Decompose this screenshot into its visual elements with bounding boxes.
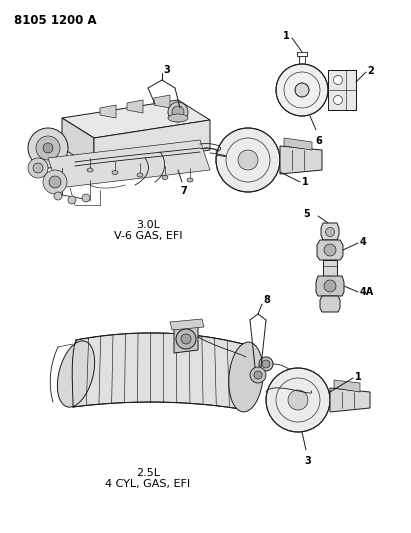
Circle shape [28,158,48,178]
Circle shape [262,360,270,368]
Polygon shape [321,223,339,240]
Text: 3: 3 [304,456,311,466]
Ellipse shape [168,114,188,122]
Ellipse shape [259,357,273,371]
Circle shape [295,83,309,97]
Text: 7: 7 [180,186,187,196]
Circle shape [68,196,76,204]
Ellipse shape [187,178,193,182]
Circle shape [43,170,67,194]
Bar [328,70,356,110]
Circle shape [33,163,43,173]
Ellipse shape [137,173,143,177]
Text: 2: 2 [367,66,374,76]
Circle shape [324,280,336,292]
Polygon shape [174,324,198,353]
Circle shape [333,95,342,104]
Polygon shape [154,95,170,108]
Circle shape [181,334,191,344]
Ellipse shape [58,341,95,407]
Polygon shape [280,146,322,174]
Circle shape [288,390,308,410]
Ellipse shape [162,175,168,180]
Circle shape [333,76,342,85]
Polygon shape [284,138,312,150]
Text: 4 CYL, GAS, EFI: 4 CYL, GAS, EFI [106,479,191,489]
Polygon shape [62,118,94,168]
Text: 8105 1200 A: 8105 1200 A [14,14,97,27]
Circle shape [43,143,53,153]
Circle shape [216,128,280,192]
Text: 1: 1 [302,177,309,187]
Text: 2.5L: 2.5L [136,468,160,478]
Polygon shape [170,319,204,330]
Circle shape [238,150,258,170]
Circle shape [250,367,266,383]
Bar [323,260,337,276]
Text: 3: 3 [163,65,170,75]
Text: 5: 5 [303,209,310,219]
Circle shape [254,371,262,379]
Text: 6: 6 [315,136,322,146]
Ellipse shape [87,168,93,172]
Polygon shape [94,120,210,168]
Circle shape [36,136,60,160]
Circle shape [49,176,61,188]
Text: 8: 8 [263,295,270,305]
Circle shape [276,64,328,116]
Polygon shape [127,100,143,113]
Circle shape [326,228,335,237]
Circle shape [176,329,196,349]
Bar [328,70,356,110]
Circle shape [54,192,62,200]
Polygon shape [334,380,360,392]
Text: 4A: 4A [360,287,374,297]
Polygon shape [62,100,210,138]
Circle shape [28,128,68,168]
Text: 1: 1 [283,31,289,41]
Text: 1: 1 [355,372,362,382]
Text: V-6 GAS, EFI: V-6 GAS, EFI [114,231,182,241]
Text: 4: 4 [360,237,367,247]
Circle shape [168,102,188,122]
Circle shape [82,194,90,202]
Ellipse shape [112,171,118,174]
Circle shape [324,244,336,256]
Polygon shape [317,240,343,260]
Circle shape [266,368,330,432]
Polygon shape [330,388,370,412]
Polygon shape [316,276,344,296]
Polygon shape [48,140,210,188]
Polygon shape [100,105,116,118]
Polygon shape [320,296,340,312]
Circle shape [172,106,184,118]
Ellipse shape [229,342,263,412]
Polygon shape [73,333,246,410]
Text: 3.0L: 3.0L [136,220,160,230]
